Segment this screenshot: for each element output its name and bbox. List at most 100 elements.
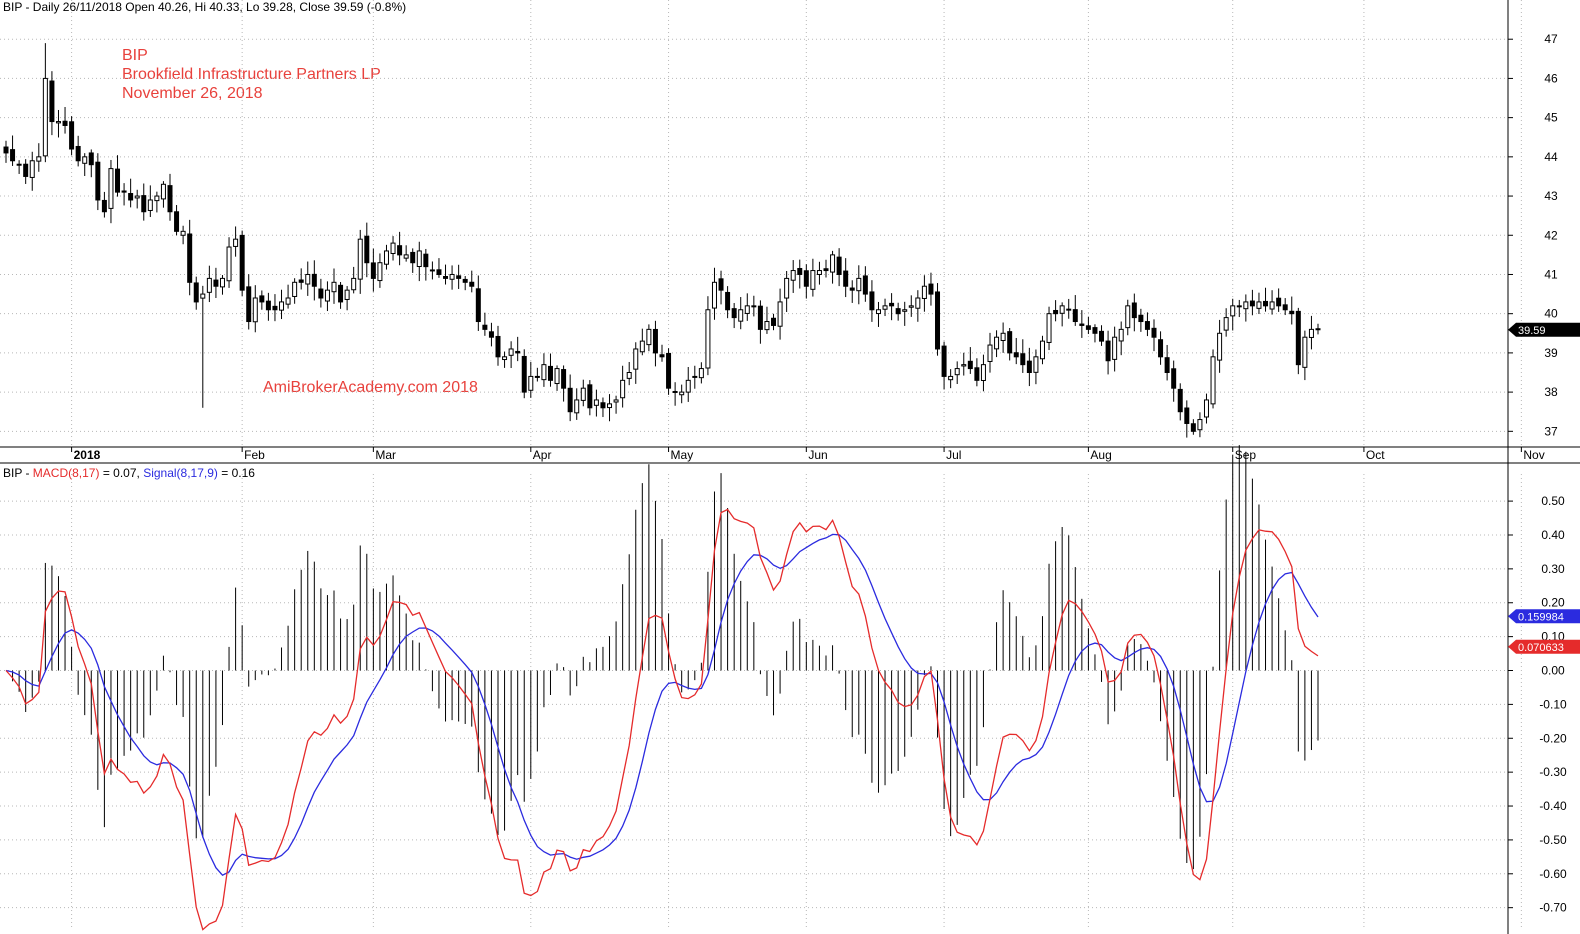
candle-body bbox=[10, 149, 16, 162]
candle-body bbox=[75, 145, 81, 162]
candle-body bbox=[1151, 327, 1157, 338]
month-label: May bbox=[671, 448, 694, 462]
candle-body bbox=[239, 234, 245, 291]
candle-body bbox=[475, 288, 481, 323]
macd-tick-label: -0.10 bbox=[1539, 697, 1567, 711]
candle-body bbox=[685, 379, 691, 393]
price-tick-label: 44 bbox=[1544, 150, 1558, 164]
candle-body bbox=[561, 369, 567, 389]
candle-body bbox=[338, 284, 344, 303]
macd-tick-label: 0.20 bbox=[1541, 596, 1565, 610]
candle-body bbox=[285, 297, 291, 305]
candle-body bbox=[784, 277, 790, 299]
candle-body bbox=[147, 199, 153, 211]
candle-body bbox=[469, 281, 475, 287]
month-label: Mar bbox=[375, 448, 396, 462]
candle-body bbox=[1046, 313, 1052, 343]
candle-body bbox=[272, 305, 278, 311]
macd-tick-label: 0.00 bbox=[1541, 664, 1565, 678]
candle-body bbox=[1184, 407, 1190, 424]
candle-body bbox=[1118, 328, 1124, 342]
candle-body bbox=[423, 253, 429, 268]
candle-body bbox=[607, 403, 613, 409]
candle-body bbox=[167, 185, 173, 213]
candle-body bbox=[449, 273, 455, 280]
candle-body bbox=[429, 269, 435, 272]
candle-body bbox=[856, 277, 862, 292]
candle-body bbox=[554, 368, 560, 385]
candle-body bbox=[771, 317, 777, 326]
price-tick-label: 41 bbox=[1544, 267, 1558, 281]
candle-body bbox=[502, 356, 508, 361]
month-label: Aug bbox=[1090, 448, 1111, 462]
candle-body bbox=[528, 375, 534, 391]
candle-body bbox=[869, 291, 875, 311]
candle-body bbox=[443, 276, 449, 279]
candle-body bbox=[1177, 388, 1183, 413]
candle-body bbox=[1039, 340, 1045, 360]
candle-body bbox=[1308, 328, 1314, 338]
candle-body bbox=[987, 344, 993, 362]
candle-body bbox=[836, 256, 842, 275]
candle-body bbox=[246, 286, 252, 323]
candle-body bbox=[1053, 309, 1059, 315]
candle-body bbox=[580, 387, 586, 401]
candle-body bbox=[292, 281, 298, 297]
candle-body bbox=[921, 285, 927, 299]
candle-body bbox=[160, 183, 166, 200]
candle-body bbox=[1263, 300, 1269, 307]
candle-body bbox=[797, 267, 803, 275]
candle-body bbox=[36, 156, 42, 162]
macd-tick-label: -0.50 bbox=[1539, 833, 1567, 847]
candle-body bbox=[174, 211, 180, 232]
candle-body bbox=[1230, 305, 1236, 317]
candle-body bbox=[1164, 357, 1170, 373]
month-label: Oct bbox=[1366, 448, 1385, 462]
candle-body bbox=[587, 384, 593, 409]
candle-body bbox=[948, 375, 954, 381]
price-tick-label: 47 bbox=[1544, 32, 1558, 46]
candle-body bbox=[1282, 304, 1288, 311]
candle-body bbox=[1223, 317, 1229, 331]
candle-body bbox=[495, 335, 501, 358]
candle-body bbox=[357, 238, 363, 280]
candle-body bbox=[803, 270, 809, 287]
candle-body bbox=[705, 309, 711, 369]
candle-body bbox=[331, 281, 337, 293]
candle-body bbox=[515, 350, 521, 354]
candle-body bbox=[1112, 336, 1118, 360]
candle-body bbox=[1243, 301, 1249, 310]
candle-body bbox=[935, 291, 941, 350]
candle-body bbox=[1020, 353, 1026, 366]
month-label: 2018 bbox=[74, 448, 101, 462]
price-tick-label: 39 bbox=[1544, 346, 1558, 360]
candle-body bbox=[1171, 368, 1177, 389]
signal-value-tag-bg bbox=[1508, 609, 1580, 624]
candle-body bbox=[1013, 352, 1019, 358]
grid-lines bbox=[0, 0, 1522, 928]
macd-line bbox=[5, 508, 1319, 931]
candle-body bbox=[1269, 301, 1275, 310]
candle-body bbox=[370, 262, 376, 279]
candle-body bbox=[994, 336, 1000, 350]
signal-legend-label: Signal(8,17,9) bbox=[143, 466, 218, 480]
candle-body bbox=[547, 365, 553, 381]
candle-body bbox=[311, 273, 317, 287]
candle-body bbox=[1105, 340, 1111, 362]
candle-body bbox=[180, 230, 186, 236]
candle-body bbox=[377, 262, 383, 282]
month-label: Sep bbox=[1235, 448, 1257, 462]
candle-body bbox=[718, 278, 724, 291]
candle-body bbox=[1158, 339, 1164, 358]
macd-tick-label: -0.30 bbox=[1539, 765, 1567, 779]
candle-body bbox=[351, 277, 357, 291]
month-label: Nov bbox=[1523, 448, 1544, 462]
candle-body bbox=[23, 163, 29, 177]
price-tick-label: 40 bbox=[1544, 307, 1558, 321]
candle-body bbox=[810, 270, 816, 290]
candle-body bbox=[128, 193, 134, 201]
macd-chart-header: BIP - MACD(8,17) = 0.07, Signal(8,17,9) … bbox=[3, 466, 255, 480]
candle-body bbox=[633, 348, 639, 370]
